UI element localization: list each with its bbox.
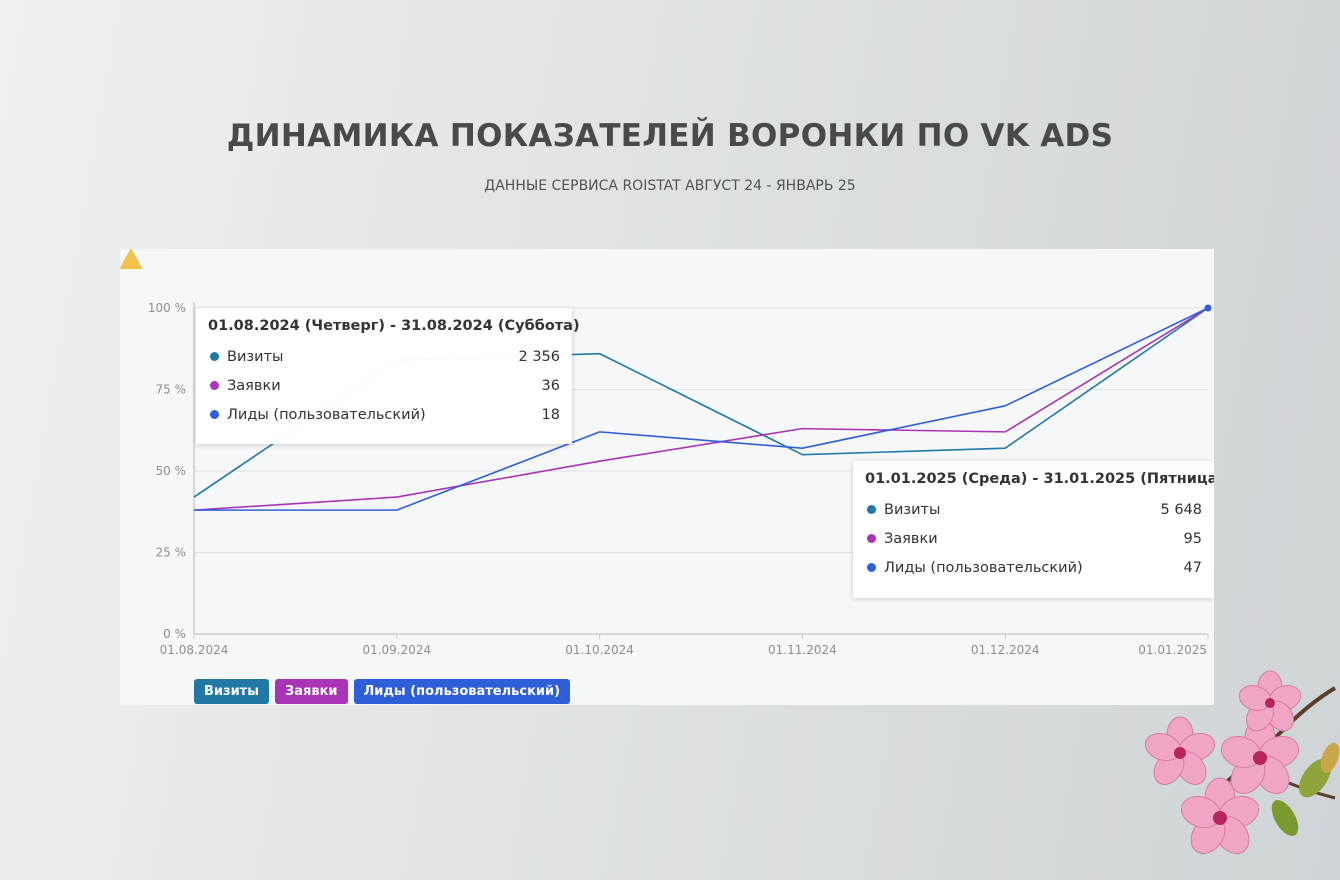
tooltip-row-visits: Визиты 5 648 <box>853 495 1214 524</box>
tooltip-value: 36 <box>541 377 560 394</box>
tooltip-january: 01.01.2025 (Среда) - 31.01.2025 (Пятница… <box>853 461 1214 598</box>
legend-item-visits[interactable]: Визиты <box>194 679 269 704</box>
tooltip-title: 01.01.2025 (Среда) - 31.01.2025 (Пятница… <box>865 471 1214 487</box>
y-tick-label: 25 % <box>156 546 187 560</box>
tooltip-row-custom-leads: Лиды (пользовательский) 47 <box>853 553 1214 582</box>
tooltip-row-leads: Заявки 36 <box>196 371 572 400</box>
tooltip-value: 5 648 <box>1160 501 1202 518</box>
x-tick-label: 01.11.2024 <box>768 643 837 657</box>
x-tick-label: 01.09.2024 <box>362 643 431 657</box>
slide-title: ДИНАМИКА ПОКАЗАТЕЛЕЙ ВОРОНКИ ПО VK ADS <box>226 118 1114 154</box>
tooltip-value: 2 356 <box>518 348 560 365</box>
tooltip-label: Заявки <box>884 530 938 547</box>
cherry-blossom-icon <box>1144 670 1340 854</box>
legend-item-custom-leads[interactable]: Лиды (пользовательский) <box>353 679 571 704</box>
visits-dot-icon <box>867 505 876 514</box>
series-line-leads <box>193 307 1209 511</box>
chart-legend: Визиты Заявки Лиды (пользовательский) <box>194 679 571 704</box>
custom-leads-dot-icon <box>210 410 219 419</box>
y-tick-label: 75 % <box>156 383 187 397</box>
leads-dot-icon <box>867 534 876 543</box>
chart-axes: 0 % 25 % 50 % 75 % 100 % 01.08.2024 01.09.2024… <box>148 301 1209 657</box>
x-tick-label: 01.10.2024 <box>565 643 634 657</box>
tooltip-label: Визиты <box>884 501 941 518</box>
tooltip-august: 01.08.2024 (Четверг) - 31.08.2024 (Суббо… <box>196 308 580 444</box>
warning-triangle-icon[interactable] <box>120 249 142 269</box>
tooltip-row-leads: Заявки 95 <box>853 524 1214 553</box>
tooltip-value: 47 <box>1183 559 1202 576</box>
data-point-marker <box>1204 304 1212 312</box>
y-tick-label: 50 % <box>156 464 187 478</box>
custom-leads-dot-icon <box>867 563 876 572</box>
y-tick-label: 0 % <box>163 627 186 641</box>
tooltip-title: 01.08.2024 (Четверг) - 31.08.2024 (Суббо… <box>208 318 580 334</box>
legend-item-leads[interactable]: Заявки <box>274 679 348 704</box>
tooltip-label: Заявки <box>227 377 281 394</box>
x-tick-label: 01.01.2025 <box>1138 643 1207 657</box>
tooltip-row-visits: Визиты 2 356 <box>196 342 572 371</box>
tooltip-label: Лиды (пользовательский) <box>227 406 426 423</box>
tooltip-label: Лиды (пользовательский) <box>884 559 1083 576</box>
tooltip-value: 18 <box>541 406 560 423</box>
x-tick-label: 01.12.2024 <box>971 643 1040 657</box>
tooltip-label: Визиты <box>227 348 284 365</box>
visits-dot-icon <box>210 352 219 361</box>
slide-subtitle: ДАННЫЕ СЕРВИСА ROISTAT АВГУСТ 24 - ЯНВАР… <box>484 178 856 194</box>
leads-dot-icon <box>210 381 219 390</box>
y-tick-label: 100 % <box>148 301 186 315</box>
x-tick-label: 01.08.2024 <box>160 643 229 657</box>
tooltip-row-custom-leads: Лиды (пользовательский) 18 <box>196 400 572 429</box>
series-line-custom_leads <box>194 307 1209 511</box>
chart-card: 0 % 25 % 50 % 75 % 100 % 01.08.2024 01.09.2024… <box>120 249 1214 705</box>
tooltip-value: 95 <box>1183 530 1202 547</box>
